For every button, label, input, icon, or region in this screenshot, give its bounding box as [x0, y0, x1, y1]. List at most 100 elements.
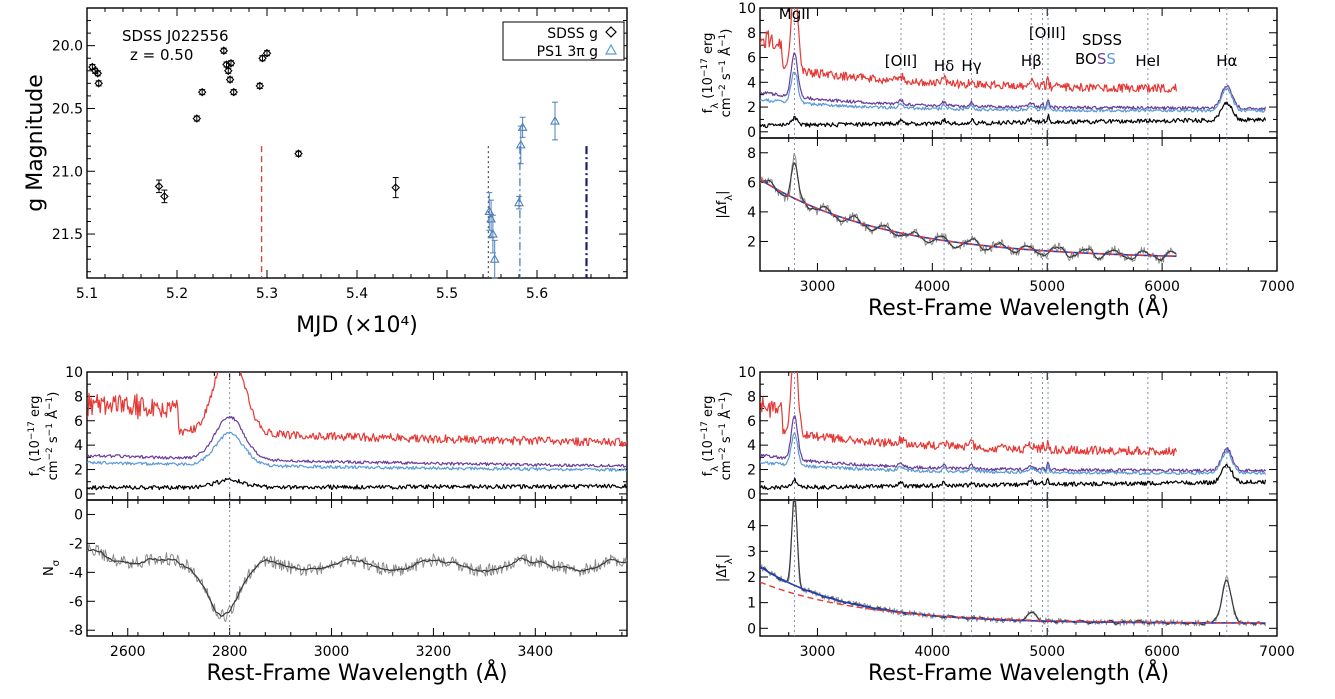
y-tick-label: 2	[747, 463, 756, 479]
bottom-plot-frame	[759, 499, 1278, 637]
spectrum-boss-1	[760, 52, 1267, 111]
data-point-sdss	[225, 75, 235, 84]
x-tick-label: 5000	[1029, 644, 1065, 660]
label-rest: erg	[701, 33, 716, 59]
legend-box	[502, 21, 625, 61]
legend-marker-triangle	[604, 43, 618, 55]
x-tick-label: 4000	[915, 644, 951, 660]
subscript: λ	[724, 195, 735, 201]
data-point-sdss	[262, 48, 272, 58]
x-tick-label: 7000	[1259, 644, 1295, 660]
data-point-sdss	[197, 87, 207, 97]
superscript: −1	[718, 60, 728, 73]
emission-line-label: Hα	[1216, 52, 1237, 70]
x-tick-label: 6000	[1144, 279, 1180, 295]
object-name: SDSS J022556	[122, 27, 229, 45]
x-tick-label: 3400	[517, 644, 553, 660]
data-point-sdss	[160, 192, 169, 201]
y-tick-label: 6	[747, 175, 756, 191]
y-tick-label: 6	[747, 414, 756, 430]
legend-label-ps1: PS1 3π g	[537, 44, 598, 60]
emission-line-label: HeI	[1135, 52, 1160, 70]
data-point-ps1	[515, 139, 526, 149]
superscript: −1	[718, 34, 728, 47]
nsigma-smoothed	[87, 548, 627, 617]
label-rest: )	[719, 392, 734, 397]
emission-line-label: MgII	[779, 5, 810, 23]
y-tick-label: 0	[747, 487, 756, 503]
y-tick-label: 4	[747, 75, 756, 91]
spectrum-boss-1	[760, 415, 1267, 473]
y-tick-label: 20.5	[52, 101, 83, 117]
y-tick-label: 10	[65, 365, 83, 381]
emission-line-label: Hδ	[934, 57, 954, 75]
data-point-sdss	[154, 182, 164, 191]
x-axis-title: Rest-Frame Wavelength (Å)	[868, 294, 1169, 321]
data-point-ps1	[517, 122, 528, 131]
legend-boss: BOSS	[1075, 50, 1116, 68]
y-tick-label: 8	[74, 389, 83, 405]
y-tick-label: 0	[747, 621, 756, 637]
y-tick-label: 2	[74, 463, 83, 479]
emission-line-label: [OII]	[885, 52, 917, 70]
data-point-sdss	[224, 66, 233, 76]
label-rest: Å	[718, 410, 734, 423]
y-tick-label: 8	[747, 389, 756, 405]
superscript: −2	[45, 447, 55, 460]
spectrum-boss-3	[760, 463, 1267, 490]
legend-label-sdss: SDSS g	[547, 26, 598, 42]
emission-line-label: [OIII]	[1029, 24, 1066, 42]
x-tick-label: 2600	[110, 644, 146, 660]
label-rest: erg	[28, 396, 43, 422]
x-tick-label: 3200	[416, 644, 452, 660]
x-tick-label: 6000	[1144, 644, 1180, 660]
x-tick-label: 5.1	[76, 286, 98, 302]
superscript: −17	[27, 421, 37, 440]
y-tick-label: 4	[747, 519, 756, 535]
x-tick-label: 5.2	[166, 286, 188, 302]
y-tick-label: -4	[69, 565, 83, 581]
y-tick-label: 3	[747, 544, 756, 560]
data-point-ps1	[489, 254, 500, 263]
superscript: −2	[718, 84, 728, 97]
data-point-ps1	[514, 197, 524, 207]
difference-spectrum	[760, 500, 1266, 627]
y-tick-label: 8	[747, 146, 756, 162]
data-point-sdss	[93, 69, 103, 78]
difference-smoothed	[760, 162, 1177, 261]
superscript: −17	[700, 58, 710, 77]
x-tick-label: 5.5	[436, 286, 458, 302]
spectra-zoom-panel: 2600 2800 3000 3200 3400 0 2 4 6 8 10 -8 -6 -4 -2 0 Rest…	[27, 365, 628, 686]
emission-line-label: Hβ	[1021, 52, 1042, 70]
spectrum-boss-1	[87, 415, 627, 468]
legend-sdss: SDSS	[1082, 31, 1122, 49]
x-axis-title: Rest-Frame Wavelength (Å)	[206, 659, 507, 686]
y-tick-label: 2	[747, 100, 756, 116]
data-point-sdss	[294, 149, 303, 158]
data-point-sdss	[255, 81, 265, 91]
data-point-sdss	[219, 46, 229, 55]
x-tick-label: 3000	[800, 644, 836, 660]
y-tick-label: 6	[747, 51, 756, 67]
label-rest: erg	[701, 396, 716, 422]
label-rest: s	[46, 436, 61, 447]
y-tick-label: 10	[738, 1, 756, 17]
power-law-fit-alt	[760, 178, 1177, 257]
superscript: −1	[45, 397, 55, 410]
superscript: −1	[718, 397, 728, 410]
y-tick-label: 4	[74, 438, 83, 454]
y-tick-label: -6	[69, 594, 83, 610]
label-rest: )	[719, 29, 734, 34]
power-law-fit	[760, 178, 1177, 258]
y-tick-label: -8	[69, 623, 83, 639]
light-curve-panel: 5.1 5.2 5.3 5.4 5.5 5.6 20.0 20.5 21.0 21.5 MJD (×…	[23, 7, 628, 338]
y-tick-label: -2	[69, 536, 83, 552]
y-tick-label: 21.0	[52, 164, 83, 180]
y-tick-label: 8	[747, 26, 756, 42]
difference-spectrum	[760, 153, 1177, 264]
data-point-sdss	[192, 114, 202, 123]
label-rest: |	[715, 554, 730, 558]
subscript: λ	[710, 466, 721, 472]
bottom-y-axis-title: Nσ	[42, 559, 62, 576]
